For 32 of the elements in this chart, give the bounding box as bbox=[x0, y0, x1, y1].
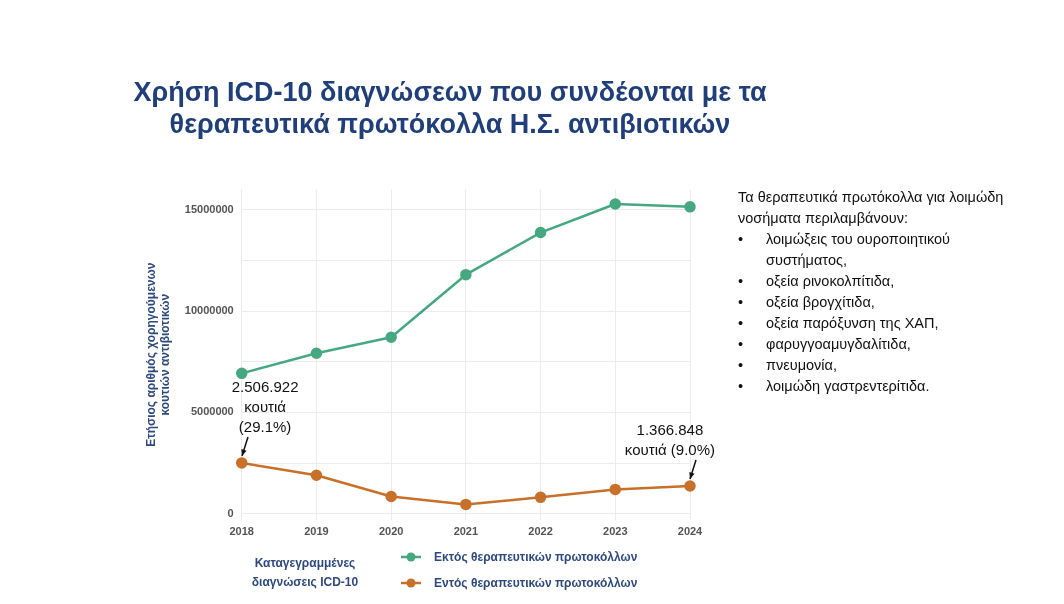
point bbox=[534, 226, 547, 239]
point bbox=[609, 483, 622, 496]
x-tick-label: 2021 bbox=[453, 525, 479, 538]
x-tick-label: 2024 bbox=[677, 525, 704, 538]
y-axis-title: Ετήσιος αριθμός χορηγούμενων κουτιών αντιβιοτικών bbox=[143, 262, 172, 447]
text: Τα θεραπευτικά πρωτόκολλα για λοιμώδη νοσήματα περιλαμβάνουν: • λοιμώξεις του ουροποιητικού συστήματος, • οξεία ρινοκολπίτιδα, • οξεία βρογχίτιδα, • οξεία παρόξυνση της ΧΑΠ, • φαρυγγοαμυγδαλίτιδα, • πνευμονία, • λοιμώδη γαστρεντερίτιδα. bbox=[738, 189, 1004, 394]
point bbox=[235, 367, 248, 380]
y-tick-label: 0 bbox=[227, 506, 234, 519]
x-tick-label: 2022 bbox=[528, 525, 553, 538]
point bbox=[235, 457, 248, 469]
point bbox=[385, 490, 397, 503]
point bbox=[684, 480, 696, 492]
point bbox=[310, 469, 323, 481]
legend-title: Καταγεγραμμένες διαγνώσεις ICD-10 bbox=[250, 555, 360, 591]
x-tick-label: 2023 bbox=[603, 525, 628, 538]
point bbox=[684, 201, 696, 213]
point bbox=[460, 268, 472, 281]
point bbox=[385, 331, 397, 344]
x-tick-label: 2020 bbox=[378, 525, 404, 538]
legend-label: Εντός θεραπευτικών πρωτοκόλλων bbox=[434, 576, 638, 590]
point bbox=[460, 498, 472, 511]
x-tick-label: 2018 bbox=[229, 525, 254, 538]
x-tick-label: 2019 bbox=[304, 525, 329, 538]
annotation: 1.366.848 κουτιά (9.0%) bbox=[624, 420, 715, 458]
chart-title: Χρήση ICD-10 διαγνώσεων που συνδέονται με τα θεραπευτικά πρωτόκολλα Η.Σ. αντιβιοτικών bbox=[132, 76, 768, 140]
point bbox=[310, 347, 323, 360]
point bbox=[609, 198, 622, 210]
y-tick-label: 10000000 bbox=[184, 304, 234, 317]
y-tick-label: 15000000 bbox=[184, 202, 234, 215]
legend-label: Εκτός θεραπευτικών πρωτοκόλλων bbox=[434, 550, 638, 564]
y-tick-label: 5000000 bbox=[190, 405, 234, 418]
point bbox=[534, 491, 547, 504]
